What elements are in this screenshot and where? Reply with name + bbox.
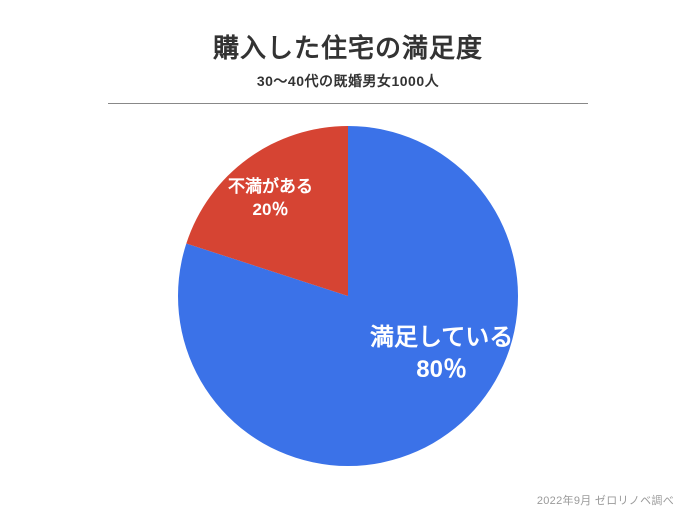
slice-percent-text: 80％ bbox=[416, 356, 467, 383]
slice-label-text: 満足している bbox=[370, 324, 513, 351]
source-attribution: 2022年9月 ゼロリノベ調べ bbox=[537, 492, 674, 508]
slice-label-text: 不満がある bbox=[228, 177, 313, 196]
chart-subtitle: 30～40代の既婚男女1000人 bbox=[0, 71, 696, 91]
slice-label-satisfied: 満足している 80％ bbox=[370, 322, 513, 387]
pie-chart bbox=[168, 124, 528, 474]
chart-header: 購入した住宅の満足度 30～40代の既婚男女1000人 bbox=[0, 0, 696, 104]
chart-title: 購入した住宅の満足度 bbox=[0, 28, 696, 65]
header-divider bbox=[108, 103, 588, 104]
slice-percent-text: 20％ bbox=[253, 200, 289, 219]
pie-chart-container: 不満がある 20％ 満足している 80％ bbox=[0, 124, 696, 474]
slice-label-dissatisfied: 不満がある 20％ bbox=[228, 176, 313, 222]
